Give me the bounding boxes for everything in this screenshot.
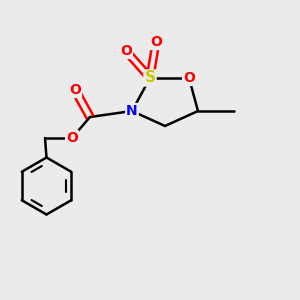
Text: O: O xyxy=(66,131,78,145)
Text: O: O xyxy=(183,71,195,85)
Text: O: O xyxy=(120,44,132,58)
Text: O: O xyxy=(69,83,81,97)
Text: O: O xyxy=(150,35,162,49)
Text: S: S xyxy=(145,70,155,86)
Text: N: N xyxy=(126,104,138,118)
